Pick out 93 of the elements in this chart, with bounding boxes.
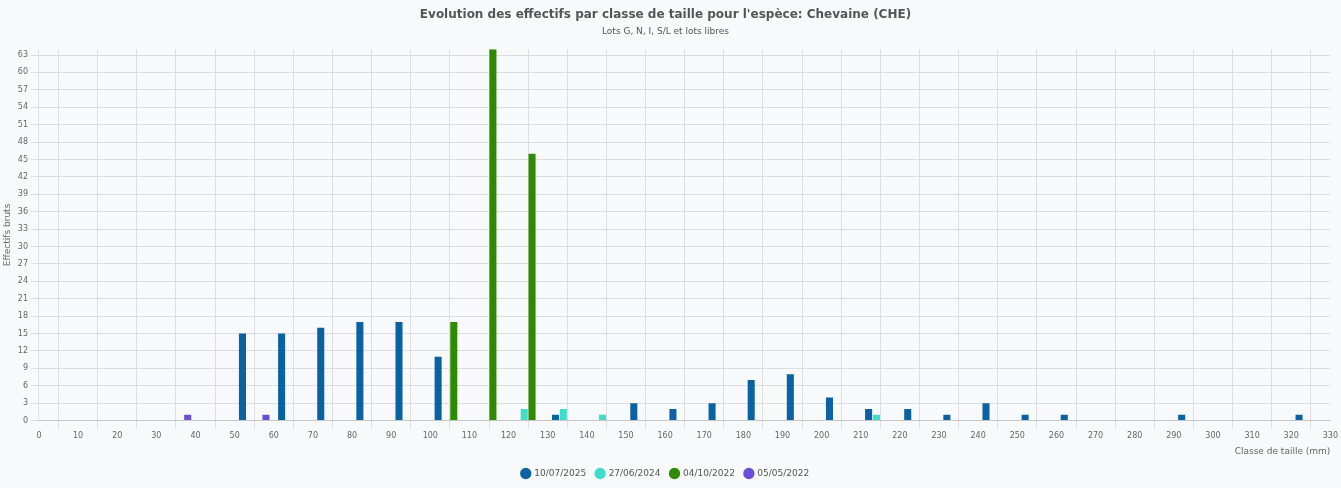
bar [708,403,716,421]
x-tick-label: 0 [36,431,42,441]
x-tick-label: 140 [579,431,595,441]
bar [904,408,912,421]
bar [1178,414,1186,421]
legend-label: 27/06/2024 [608,467,661,478]
x-tick-label: 20 [112,431,123,441]
x-tick-label: 260 [1048,431,1065,441]
y-tick-label: 18 [17,311,28,321]
x-tick-label: 40 [190,431,201,441]
bar [262,414,270,421]
bar [450,321,458,421]
y-tick-label: 39 [17,189,28,199]
y-tick-label: 48 [17,137,28,147]
bar [552,414,560,421]
legend-label: 04/10/2022 [683,467,735,478]
x-tick-label: 90 [386,431,397,441]
bar [982,403,990,421]
x-tick-label: 60 [268,431,279,441]
x-tick-label: 190 [774,431,791,441]
bar [872,414,880,421]
bar [1295,414,1303,421]
legend-label: 10/07/2025 [534,467,587,478]
chart-subtitle: Lots G, N, I, S/L et lots libres [601,26,730,37]
y-tick-label: 21 [17,293,28,303]
x-tick-label: 290 [1166,431,1182,441]
x-tick-label: 270 [1087,431,1104,441]
y-tick-label: 0 [22,415,28,425]
y-tick-label: 57 [17,84,28,94]
x-tick-label: 50 [229,431,240,441]
y-tick-label: 51 [17,119,28,129]
y-tick-label: 63 [17,50,28,60]
bar [395,321,403,421]
bar [238,333,246,421]
x-tick-label: 160 [657,431,673,441]
x-tick-label: 300 [1205,431,1221,441]
y-tick-label: 6 [22,380,28,390]
bar [630,403,638,421]
y-tick-label: 42 [17,171,28,181]
bar [598,414,607,421]
x-tick-label: 180 [735,431,752,441]
x-tick-label: 70 [307,431,318,441]
y-tick-label: 3 [22,398,28,408]
x-tick-label: 240 [970,431,986,441]
y-tick-label: 45 [17,154,28,164]
y-tick-label: 30 [17,241,28,251]
bar [317,327,325,421]
x-tick-label: 130 [540,431,556,441]
x-tick-label: 110 [461,431,478,441]
x-tick-label: 10 [73,431,84,441]
bar [528,153,536,421]
bar [559,408,567,421]
y-tick-label: 54 [17,102,28,112]
x-tick-label: 210 [853,431,869,441]
bar [356,321,364,421]
x-tick-label: 120 [500,431,517,441]
chart-title: Evolution des effectifs par classe de taille pour l'espèce: Chevaine (CHE) [419,7,912,22]
bar [1021,414,1029,421]
x-tick-label: 30 [151,431,162,441]
x-tick-label: 80 [346,431,358,441]
y-tick-label: 33 [17,224,28,234]
x-tick-label: 200 [814,431,830,441]
y-axis-title: Effectifs bruts [1,203,12,267]
x-tick-label: 100 [422,431,438,441]
x-tick-label: 280 [1127,431,1143,441]
x-tick-label: 310 [1244,431,1260,441]
x-tick-label: 170 [696,431,712,441]
x-tick-label: 320 [1283,431,1299,441]
bar [278,333,286,421]
bar [786,374,794,421]
x-axis-title: Classe de taille (mm) [1234,445,1331,456]
x-tick-label: 220 [892,431,908,441]
y-tick-label: 60 [17,67,28,77]
x-tick-label: 250 [1009,431,1025,441]
bar [669,408,677,421]
x-tick-label: 330 [1322,431,1339,441]
y-tick-label: 24 [17,276,28,286]
x-tick-label: 230 [931,431,947,441]
bar [943,414,951,421]
bar [520,408,528,421]
bar [825,397,833,421]
bar [747,379,755,421]
y-tick-label: 36 [17,206,28,216]
y-tick-label: 9 [22,363,28,373]
y-tick-label: 27 [17,258,28,268]
x-tick-label: 150 [618,431,634,441]
bar [865,408,873,421]
bar [184,414,192,421]
bar [1060,414,1068,421]
legend-label: 05/05/2022 [757,467,810,478]
bar [434,356,442,421]
y-tick-label: 12 [17,346,28,356]
y-tick-label: 15 [17,328,28,338]
